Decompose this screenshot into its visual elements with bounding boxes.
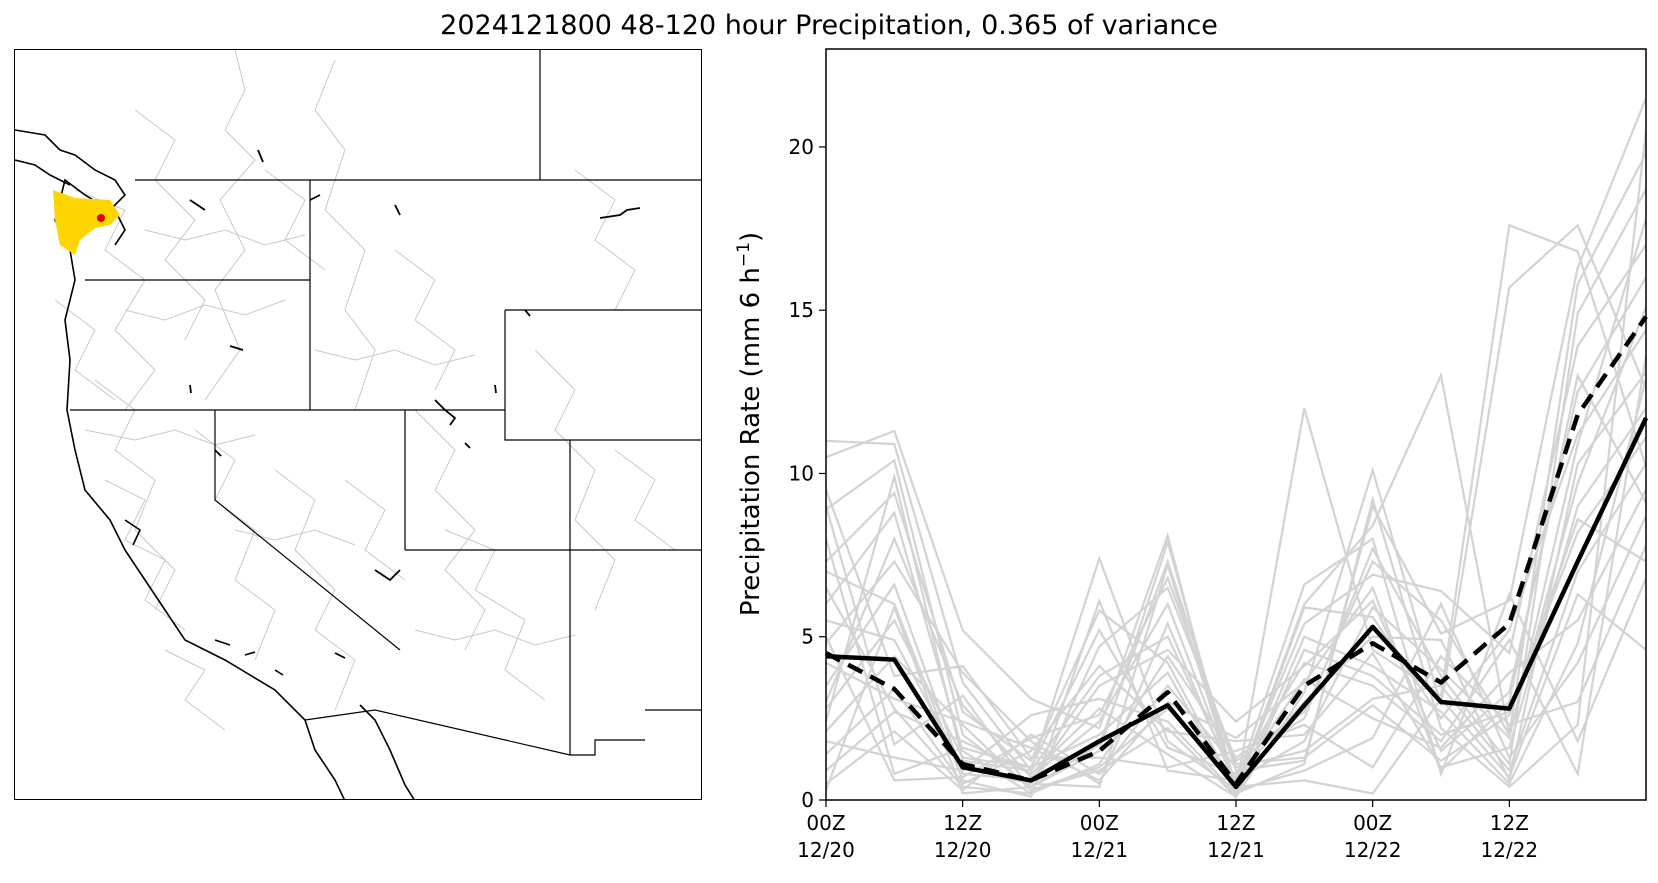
x-tick-label-date: 12/20 — [797, 838, 855, 862]
y-axis-label-superscript: −1 — [734, 242, 754, 267]
dashed-black-series-line — [824, 315, 1648, 786]
highlighted-basin — [53, 190, 120, 255]
series-lines — [824, 315, 1649, 790]
ensemble-member-line-23 — [825, 517, 1647, 782]
basin-map — [14, 49, 702, 800]
y-axis-label-main: Precipitation Rate (mm 6 h — [736, 267, 766, 616]
y-axis-ticks: 0 5 10 15 20 — [789, 135, 826, 812]
coastline — [15, 129, 415, 799]
lakes — [189, 149, 641, 659]
map-svg — [15, 50, 701, 799]
ensemble-member-line-16 — [825, 130, 1648, 795]
ensemble-member-line-14 — [824, 489, 1648, 769]
y-tick-label: 10 — [789, 461, 814, 485]
ensemble-member-line-18 — [824, 355, 1648, 778]
ensemble-member-line-11 — [825, 463, 1647, 792]
state-boundaries — [70, 50, 701, 756]
x-tick-label-date: 12/22 — [1344, 838, 1402, 862]
solid-black-series-line — [825, 417, 1649, 790]
figure-title: 2024121800 48-120 hour Precipitation, 0.… — [440, 10, 1218, 41]
x-tick-label-time: 00Z — [1080, 811, 1119, 835]
x-tick-label-time: 12Z — [1216, 811, 1255, 835]
x-axis-ticks: 00Z 12/20 12Z 12/20 00Z 12/21 12Z 12/21 00Z 12/22… — [797, 800, 1538, 862]
x-tick-label-time: 00Z — [806, 811, 845, 835]
ensemble-member-line-8 — [825, 371, 1647, 792]
y-tick-label: 5 — [801, 625, 814, 649]
basin-boundaries — [54, 50, 676, 731]
ensemble-member-line-6 — [825, 277, 1647, 782]
ensemble-member-line-4 — [825, 188, 1647, 796]
y-tick-label: 15 — [789, 298, 814, 322]
x-tick-label-time: 12Z — [943, 811, 982, 835]
ensemble-member-line-9 — [825, 407, 1647, 786]
x-tick-label-date: 12/20 — [934, 838, 992, 862]
x-tick-label-time: 12Z — [1490, 811, 1529, 835]
x-tick-label-date: 12/21 — [1071, 838, 1129, 862]
x-tick-label-date: 12/22 — [1481, 838, 1539, 862]
ensemble-member-line-2 — [825, 97, 1648, 789]
ensemble-member-line-7 — [825, 329, 1647, 797]
x-tick-label-time: 00Z — [1353, 811, 1392, 835]
x-tick-label-date: 12/21 — [1207, 838, 1265, 862]
y-tick-label: 0 — [801, 788, 814, 812]
ensemble-members — [824, 97, 1648, 800]
ensemble-member-line-22 — [824, 378, 1648, 799]
y-tick-label: 20 — [789, 135, 814, 159]
y-axis-label-suffix: ) — [736, 232, 766, 242]
ensemble-member-line-20 — [825, 372, 1647, 782]
y-axis-label: Precipitation Rate (mm 6 h−1) — [734, 232, 766, 616]
ensemble-member-line-3 — [825, 152, 1647, 793]
